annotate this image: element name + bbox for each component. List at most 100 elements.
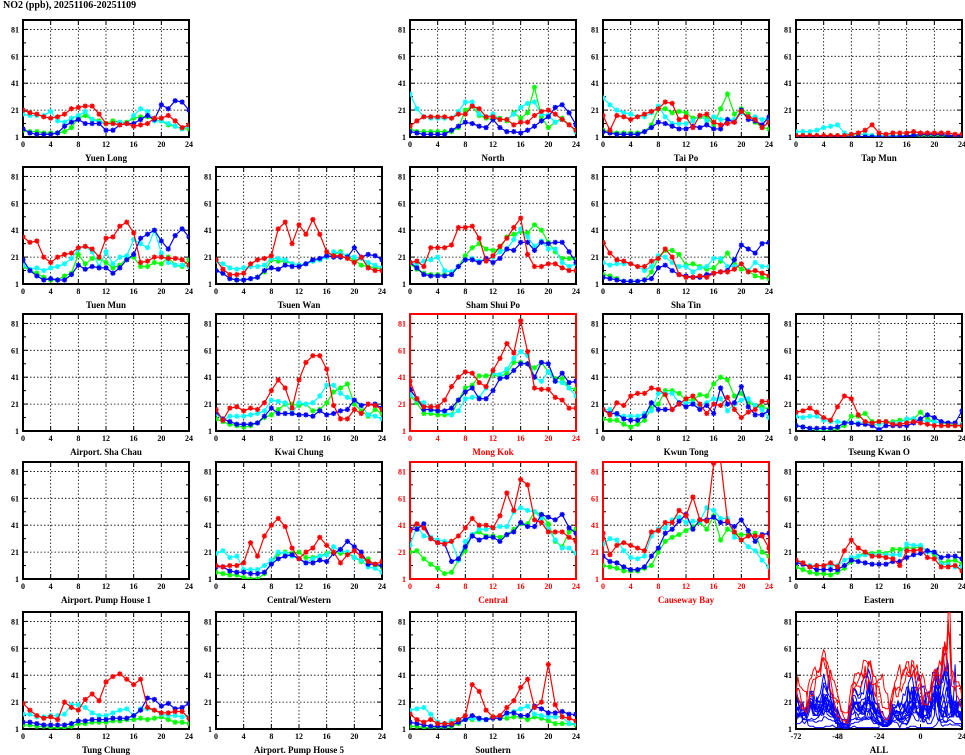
- x-tick-label: 24: [572, 287, 580, 296]
- y-tick-label: 41: [398, 373, 406, 382]
- data-point-red: [621, 258, 627, 264]
- x-tick-label: 4: [629, 287, 633, 296]
- all-series-line: [796, 618, 962, 714]
- x-tick-label: 24: [185, 140, 193, 149]
- data-point-blue: [247, 571, 254, 577]
- data-point-cyan: [490, 111, 496, 117]
- data-point-red: [421, 404, 427, 410]
- x-tick-label: 0: [794, 582, 798, 591]
- data-point-blue: [766, 239, 769, 245]
- data-point-blue: [945, 420, 951, 426]
- data-point-red: [648, 258, 655, 264]
- y-tick-label: 81: [784, 319, 792, 328]
- data-point-cyan: [524, 703, 531, 709]
- plot-frame: [602, 313, 770, 432]
- data-point-cyan: [144, 245, 151, 251]
- data-point-red: [282, 523, 288, 530]
- data-point-cyan: [683, 400, 689, 406]
- data-point-red: [897, 562, 903, 569]
- data-point-green: [131, 115, 137, 121]
- data-point-green: [690, 115, 696, 121]
- data-point-cyan: [717, 116, 724, 123]
- data-point-red: [337, 253, 344, 259]
- data-point-cyan: [462, 99, 468, 105]
- data-point-green: [61, 725, 68, 729]
- data-point-red: [897, 130, 903, 136]
- data-point-blue: [841, 420, 848, 426]
- data-point-cyan: [261, 262, 268, 268]
- panel-title: Tseung Kwan O: [848, 447, 910, 457]
- y-tick-label: 21: [204, 698, 212, 707]
- data-point-red: [227, 405, 233, 411]
- data-point-green: [448, 569, 455, 575]
- data-point-red: [234, 404, 240, 410]
- data-point-green: [827, 572, 834, 578]
- data-point-blue: [952, 420, 958, 426]
- data-point-red: [165, 255, 171, 262]
- data-point-blue: [614, 410, 620, 417]
- data-point-blue: [110, 127, 116, 133]
- y-tick-label: 41: [591, 226, 599, 235]
- data-point-blue: [414, 130, 420, 136]
- data-point-blue: [573, 259, 576, 266]
- x-tick-label: 16: [130, 732, 138, 741]
- data-point-cyan: [504, 366, 510, 372]
- data-point-cyan: [683, 120, 689, 127]
- x-tick-label: 8: [849, 582, 853, 591]
- data-point-red: [34, 712, 40, 719]
- x-tick-label: 8: [463, 287, 467, 296]
- data-point-red: [448, 115, 455, 121]
- data-point-blue: [573, 711, 576, 717]
- data-point-red: [54, 254, 61, 260]
- data-point-blue: [834, 424, 841, 430]
- data-point-blue: [497, 715, 503, 721]
- data-point-red: [497, 243, 503, 249]
- data-point-cyan: [538, 712, 545, 719]
- data-point-red: [421, 263, 427, 270]
- y-tick-label: 21: [11, 548, 19, 557]
- data-point-red: [603, 406, 606, 413]
- data-point-green: [137, 263, 144, 270]
- data-point-cyan: [165, 712, 171, 719]
- data-point-red: [738, 414, 744, 421]
- data-point-red: [254, 257, 261, 263]
- data-point-red: [310, 216, 316, 223]
- data-point-blue: [821, 566, 827, 573]
- x-tick-label: 24: [185, 582, 193, 591]
- data-point-green: [662, 538, 668, 544]
- data-point-cyan: [614, 537, 620, 543]
- data-point-red: [607, 127, 613, 133]
- data-point-red: [676, 116, 682, 123]
- data-point-red: [724, 269, 731, 275]
- data-point-blue: [344, 406, 351, 413]
- y-tick-label: 21: [204, 400, 212, 409]
- y-tick-label: 21: [591, 400, 599, 409]
- data-point-cyan: [110, 261, 116, 267]
- data-point-red: [476, 688, 482, 694]
- data-point-green: [483, 246, 489, 252]
- data-point-cyan: [883, 552, 889, 558]
- data-point-red: [628, 542, 634, 548]
- x-tick-label: 16: [903, 434, 911, 443]
- data-point-cyan: [241, 413, 247, 419]
- x-tick-label: 16: [710, 287, 718, 296]
- data-point-green: [358, 262, 364, 268]
- x-tick-label: 12: [875, 434, 883, 443]
- x-tick-label: 20: [737, 140, 745, 149]
- x-tick-label: 12: [875, 140, 883, 149]
- x-tick-label: 24: [572, 140, 580, 149]
- data-point-blue: [234, 569, 240, 575]
- x-tick-label: 12: [295, 434, 303, 443]
- y-tick-label: 61: [11, 52, 19, 61]
- data-point-red: [372, 561, 378, 567]
- data-point-blue: [731, 400, 738, 406]
- data-point-blue: [421, 131, 427, 137]
- data-point-blue: [634, 278, 641, 284]
- y-tick-label: 41: [204, 226, 212, 235]
- y-tick-label: 21: [784, 548, 792, 557]
- data-point-cyan: [34, 265, 40, 271]
- data-point-red: [531, 263, 538, 270]
- x-tick-label: 8: [656, 287, 660, 296]
- data-point-green: [268, 412, 274, 418]
- y-tick-label: 21: [591, 106, 599, 115]
